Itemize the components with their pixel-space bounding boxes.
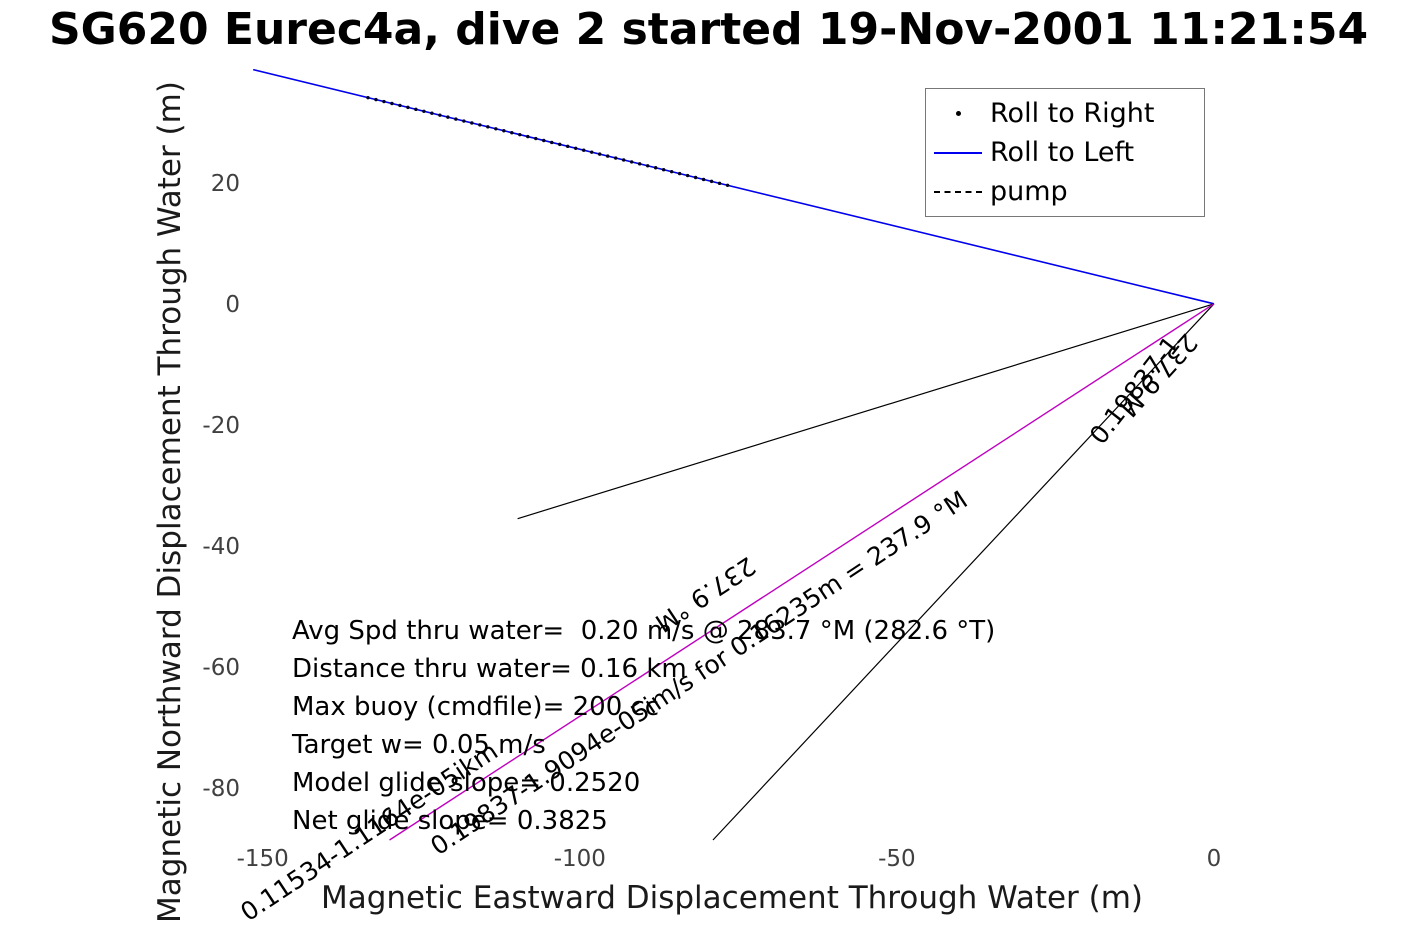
series-Roll to Right-dot — [382, 99, 386, 104]
dash-marker-icon — [926, 190, 990, 193]
series-Roll to Right-dot — [502, 129, 506, 133]
legend-label: Roll to Left — [990, 137, 1135, 168]
series-Roll to Right-dot — [582, 148, 586, 152]
stats-annotation-block: Avg Spd thru water= 0.20 m/s @ 283.7 °M … — [292, 612, 995, 840]
dot-marker-icon — [926, 111, 990, 116]
legend-entry-2: pump — [926, 172, 1204, 211]
series-Roll to Right-dot — [637, 162, 642, 166]
series-Roll to Right-dot — [422, 109, 426, 113]
series-Roll to Right-dot — [494, 127, 498, 131]
series-Roll to Right-dot — [542, 138, 546, 143]
x-tick-label: 0 — [1207, 846, 1222, 872]
series-Roll to Right-dot — [629, 160, 634, 164]
series-Roll to Right-dot — [470, 121, 474, 125]
y-tick-label: -40 — [202, 534, 240, 560]
series-pump-leg-upper — [517, 303, 1215, 520]
legend-label: pump — [990, 176, 1068, 207]
x-axis-label: Magnetic Eastward Displacement Through W… — [320, 880, 1144, 916]
stat-line-4: Model glide slope= 0.2520 — [292, 768, 641, 798]
y-tick-label: 20 — [211, 171, 240, 197]
series-Roll to Right-dot — [526, 134, 530, 139]
series-Roll to Right-dot — [669, 169, 674, 174]
legend-label: Roll to Right — [990, 98, 1155, 129]
series-track-through-water — [389, 303, 1215, 841]
series-Roll to Right-dot — [598, 152, 602, 156]
stat-line-2: Max buoy (cmdfile)= 200 cc — [292, 692, 660, 722]
line-annotation-3: 0.19837-1 — [1084, 331, 1186, 450]
y-tick-label: -20 — [202, 413, 240, 439]
series-Roll to Right-dot — [693, 175, 698, 180]
series-Roll to Right-dot — [366, 95, 370, 100]
series-pump-leg-lower — [712, 303, 1215, 841]
series-Roll to Right-dot — [398, 103, 402, 108]
solid-marker-icon — [926, 151, 990, 154]
stat-line-3: Target w= 0.05 m/s — [292, 730, 546, 760]
series-Roll to Right-dot — [454, 117, 458, 121]
plot-title: SG620 Eurec4a, dive 2 started 19-Nov-200… — [48, 4, 1369, 55]
series-Roll to Right-dot — [518, 132, 522, 137]
series-Roll to Right-dot — [486, 125, 490, 129]
series-Roll to Right-dot — [390, 101, 394, 106]
series-Roll to Right-dot — [725, 183, 730, 187]
series-Roll to Right-dot — [478, 123, 482, 127]
series-Roll to Left — [252, 68, 1215, 305]
x-tick-label: -50 — [878, 846, 916, 872]
series-Roll to Right-dot — [534, 136, 538, 141]
series-Roll to Right-dot — [605, 154, 610, 158]
legend-entry-1: Roll to Left — [926, 133, 1204, 172]
series-Roll to Right-dot — [717, 181, 722, 186]
y-tick-label: 0 — [225, 292, 240, 318]
series-Roll to Right-dot — [374, 97, 378, 102]
series-Roll to Right-dot — [653, 166, 658, 170]
series-Roll to Right-dot — [621, 158, 626, 162]
series-Roll to Right-dot — [446, 115, 450, 119]
series-Roll to Right-dot — [438, 113, 442, 117]
series-Roll to Right-dot — [558, 142, 562, 147]
legend: Roll to Right Roll to Left pump — [925, 88, 1205, 217]
series-Roll to Right-dot — [550, 140, 554, 145]
series-Roll to Right-dot — [566, 144, 570, 149]
stat-line-0: Avg Spd thru water= 0.20 m/s @ 283.7 °M … — [292, 616, 996, 646]
series-Roll to Right-dot — [414, 107, 418, 112]
series-Roll to Right-dot — [510, 131, 514, 135]
series-Roll to Right-dot — [462, 119, 466, 123]
legend-entry-0: Roll to Right — [926, 94, 1204, 133]
series-Roll to Right-dot — [613, 156, 618, 160]
y-tick-label: -60 — [202, 655, 240, 681]
series-Roll to Right-dot — [685, 173, 690, 178]
series-Roll to Right-dot — [574, 146, 578, 150]
stat-line-5: Net glide slope= 0.3825 — [292, 806, 608, 836]
series-Roll to Right-dot — [406, 105, 410, 110]
series-Roll to Right-dot — [701, 177, 706, 182]
x-tick-label: -150 — [237, 846, 289, 872]
x-tick-label: -100 — [554, 846, 606, 872]
series-Roll to Right-dot — [661, 168, 666, 172]
series-Roll to Right-dot — [709, 179, 714, 184]
stat-line-1: Distance thru water= 0.16 km — [292, 654, 687, 684]
series-Roll to Right-dot — [677, 171, 682, 176]
series-Roll to Right-dot — [590, 150, 594, 154]
series-Roll to Right-dot — [645, 164, 650, 168]
series-Roll to Right-dot — [430, 111, 434, 115]
y-tick-label: -80 — [202, 776, 240, 802]
